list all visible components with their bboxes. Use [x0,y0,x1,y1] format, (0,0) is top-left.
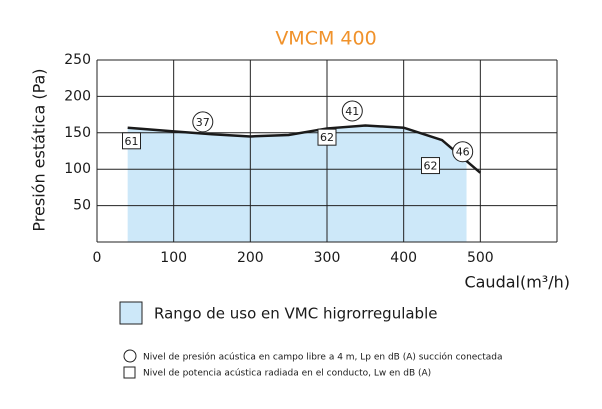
sound-power-label: 61 [125,135,139,148]
legend-label: Rango de uso en VMC higrorregulable [154,305,437,323]
x-tick-label: 500 [467,250,494,266]
sound-power-label: 62 [320,131,334,144]
x-tick-label: 100 [160,250,187,266]
chart-title: VMCM 400 [275,28,376,50]
x-axis-label: Caudal(m³/h) [464,273,570,292]
sound-pressure-label: 37 [196,116,210,129]
curve [127,124,482,174]
sound-pressure-label: 41 [345,105,359,118]
x-tick-label: 0 [93,250,102,266]
y-tick-label: 50 [73,198,91,214]
note-text: Nivel de potencia acústica radiada en el… [143,369,431,379]
sound-pressure-marker [341,100,363,122]
sound-power-marker [122,132,141,150]
sound-power-marker [317,128,337,146]
note-text: Nivel de presión acústica en campo libre… [143,352,503,363]
y-tick-label: 100 [64,161,91,177]
x-tick-label: 200 [237,250,264,266]
y-tick-label: 150 [64,125,91,141]
y-tick-label: 200 [64,88,91,104]
y-tick-label: 250 [64,52,91,68]
x-tick-label: 300 [314,250,341,266]
use-range-area [127,125,467,242]
sound-power-marker [421,157,440,175]
sound-power-label: 62 [424,160,438,173]
y-axis-label: Presión estática (Pa) [30,68,49,231]
legend-swatch [119,301,143,325]
note-circle-icon [123,349,137,363]
sound-pressure-label: 46 [456,146,470,159]
sound-pressure-marker [192,111,214,133]
note-square-icon [123,366,136,379]
x-tick-label: 400 [390,250,417,266]
sound-pressure-marker [452,141,474,163]
